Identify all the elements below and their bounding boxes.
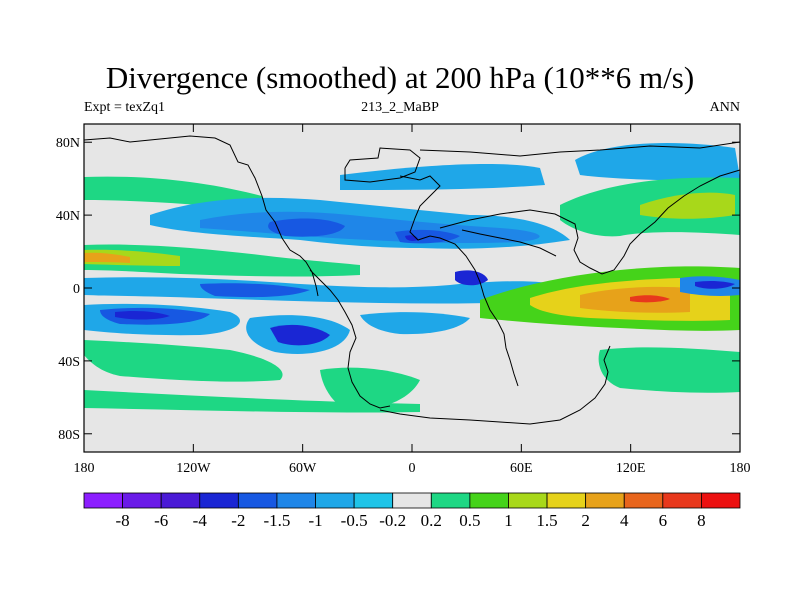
x-tick-label: 120E — [616, 461, 646, 476]
colorbar-swatch — [199, 492, 239, 509]
colorbar-swatch — [353, 492, 394, 509]
x-tick-label: 180 — [74, 461, 95, 476]
colorbar-swatch — [276, 492, 316, 509]
zone-sh-green-s — [84, 390, 420, 413]
y-tick-label: 80N — [56, 136, 80, 151]
coastline-eurasia — [439, 169, 740, 275]
colorbar-label: -0.2 — [379, 511, 406, 530]
colorbar-swatch — [508, 492, 548, 509]
colorbar-swatch — [701, 492, 741, 509]
zone-epac-orange — [84, 252, 130, 263]
y-tick-label: 40N — [56, 209, 80, 224]
coastline-north-america — [84, 135, 319, 297]
zone-equatorial-blue — [84, 277, 560, 304]
colorbar-label: 6 — [659, 511, 668, 530]
x-tick-label: 60E — [510, 461, 533, 476]
zone-atlantic-convergence-core — [268, 218, 345, 237]
colorbar-swatch — [160, 492, 201, 509]
colorbar-label: 8 — [697, 511, 706, 530]
colorbar-label: -2 — [231, 511, 245, 530]
x-tick-label: 0 — [409, 461, 416, 476]
coastlines — [84, 135, 740, 425]
x-axis: 180 120W 60W 0 60E 120E 180 — [74, 124, 751, 476]
colorbar-label: -8 — [116, 511, 130, 530]
zone-epac-green — [84, 244, 360, 277]
zone-satlantic-blue — [360, 312, 470, 335]
colorbar-label: 4 — [620, 511, 629, 530]
colorbar-swatch — [315, 492, 355, 509]
y-tick-label: 40S — [58, 355, 80, 370]
zone-nh-highlat-blue — [575, 143, 740, 181]
zone-sh-green-w — [84, 340, 283, 382]
y-tick-label: 80S — [58, 428, 80, 443]
colorbar-swatch — [585, 492, 625, 509]
coastline-central-band — [461, 229, 557, 257]
colorbar-label: 1 — [504, 511, 513, 530]
x-tick-label: 120W — [176, 461, 211, 476]
colorbar-swatch — [469, 492, 509, 509]
colorbar-swatch — [662, 492, 702, 509]
zone-nh-midlat-blue-c — [340, 164, 545, 190]
colorbar-swatch — [546, 492, 587, 509]
zone-samerica-core — [270, 324, 330, 346]
colorbar-swatch — [430, 492, 471, 509]
colorbar-label: -6 — [154, 511, 168, 530]
coastline-south-america — [309, 269, 391, 409]
coastline-europe-africa — [399, 175, 519, 387]
colorbar-swatch — [623, 492, 664, 509]
zone-centpac-core — [695, 280, 735, 289]
x-tick-label: 60W — [289, 461, 317, 476]
coastline-greenland — [344, 147, 421, 183]
x-tick-label: 180 — [730, 461, 751, 476]
coastline-asia-north — [419, 141, 740, 157]
colorbar-label: 1.5 — [536, 511, 557, 530]
experiment-label: Expt = texZq1 — [84, 100, 165, 115]
colorbar-label: 0.5 — [459, 511, 480, 530]
colorbar-label: -1.5 — [263, 511, 290, 530]
zone-sh-green-e — [598, 347, 740, 393]
zone-sh-green-c — [320, 367, 420, 411]
zone-indopac-red — [630, 295, 670, 303]
season-label: ANN — [709, 100, 740, 115]
colorbar-swatch — [83, 492, 123, 509]
colorbar-label: 2 — [581, 511, 590, 530]
colorbar-label: -1 — [308, 511, 322, 530]
colorbar-label: 0.2 — [421, 511, 442, 530]
y-tick-label: 0 — [73, 282, 80, 297]
chart-title: Divergence (smoothed) at 200 hPa (10**6 … — [105, 60, 695, 95]
colorbar-swatch — [392, 492, 432, 509]
zone-equatorial-core — [200, 283, 310, 298]
colorbar-swatch — [122, 492, 162, 509]
colorbar: -8 -6 -4 -2 -1.5 -1 -0.5 -0.2 0.2 0.5 1 1.5 2 4 6 8 — [83, 492, 741, 530]
colorbar-label: -0.5 — [341, 511, 368, 530]
y-axis: 80N 40N 0 40S 80S — [56, 136, 740, 443]
colorbar-swatch — [237, 492, 278, 509]
zone-spac-core — [115, 311, 170, 320]
coastline-antarctica — [379, 345, 611, 425]
colorbar-label: -4 — [193, 511, 208, 530]
case-label: 213_2_MaBP — [361, 100, 439, 115]
